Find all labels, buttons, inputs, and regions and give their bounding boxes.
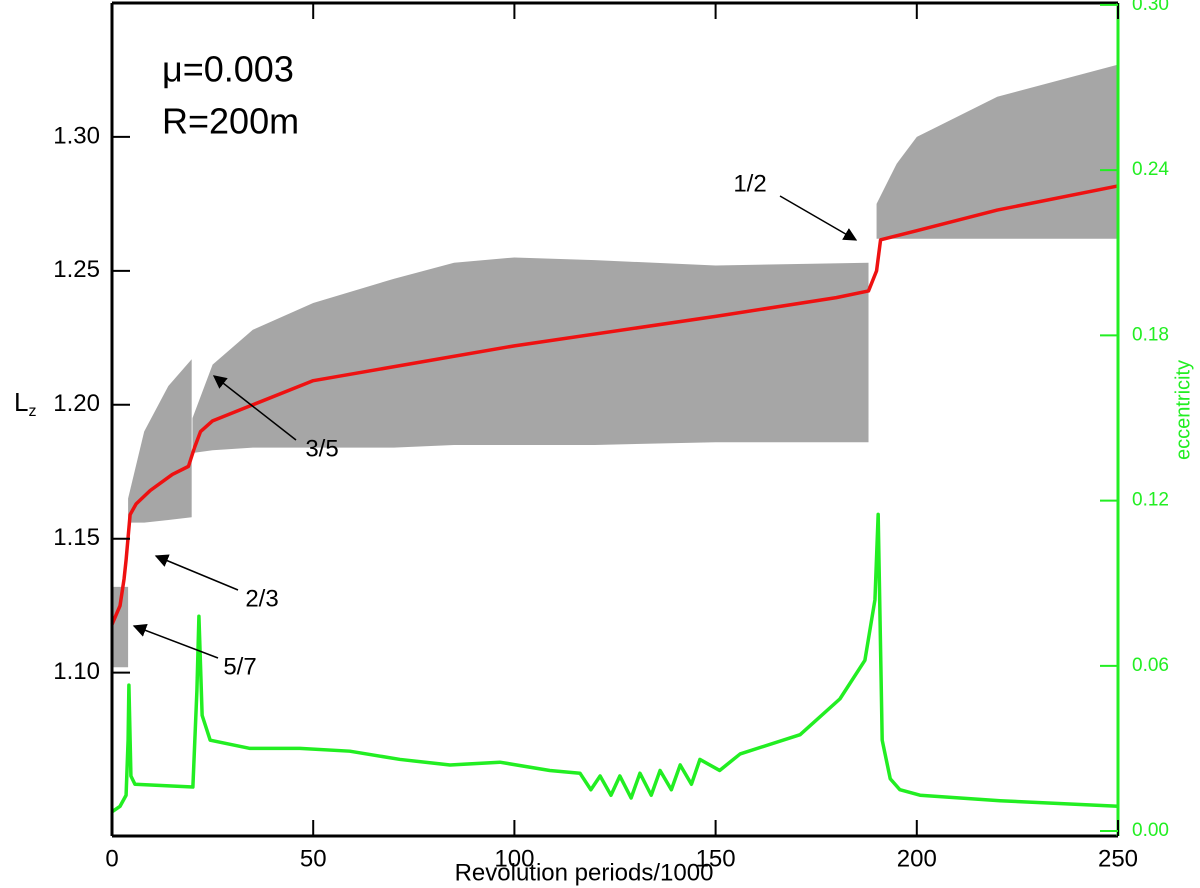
y2-tick-label: 0.00 — [1132, 820, 1169, 841]
arrow — [212, 375, 297, 441]
annotation: 5/7 — [223, 653, 256, 680]
y2-tick-label: 0.30 — [1132, 0, 1169, 15]
y2-axis-label: eccentricity — [1172, 360, 1194, 460]
x-tick-label: 0 — [105, 845, 118, 872]
y2-tick-label: 0.06 — [1132, 655, 1169, 676]
x-tick-label: 200 — [897, 845, 937, 872]
y-tick-label: 1.20 — [53, 390, 100, 417]
data-line — [110, 184, 1119, 626]
y-tick-label: 1.10 — [53, 658, 100, 685]
y-tick-label: 1.30 — [53, 122, 100, 149]
arrow — [132, 624, 219, 659]
arrow — [779, 195, 858, 241]
y2-tick-label: 0.24 — [1132, 159, 1169, 180]
x-tick-label: 150 — [696, 845, 736, 872]
y-axis-label-main: L — [14, 387, 28, 417]
plot — [110, 64, 1119, 814]
data-line — [111, 512, 1119, 814]
x-tick-label: 100 — [494, 845, 534, 872]
y-axis-label-sub: z — [28, 403, 36, 420]
y-tick-label: 1.15 — [53, 524, 100, 551]
y-axis-label: Lz — [14, 387, 36, 420]
annotation: 3/5 — [305, 435, 338, 462]
annotation: 1/2 — [733, 170, 766, 197]
x-tick-label: 250 — [1098, 845, 1138, 872]
density-region — [128, 359, 192, 523]
density-region — [876, 64, 1118, 239]
annotation: 2/3 — [245, 585, 278, 612]
density-region — [112, 586, 129, 668]
x-tick-label: 50 — [300, 845, 327, 872]
y2-tick-label: 0.18 — [1132, 324, 1169, 345]
annotation: R=200m — [162, 101, 299, 142]
y2-tick-label: 0.12 — [1132, 490, 1169, 511]
density-region — [192, 257, 869, 453]
arrow — [154, 554, 239, 591]
arrows — [132, 195, 858, 659]
annotation: μ=0.003 — [162, 49, 294, 90]
y-tick-label: 1.25 — [53, 256, 100, 283]
x-axis-label: Revolution periods/1000 — [455, 859, 714, 886]
